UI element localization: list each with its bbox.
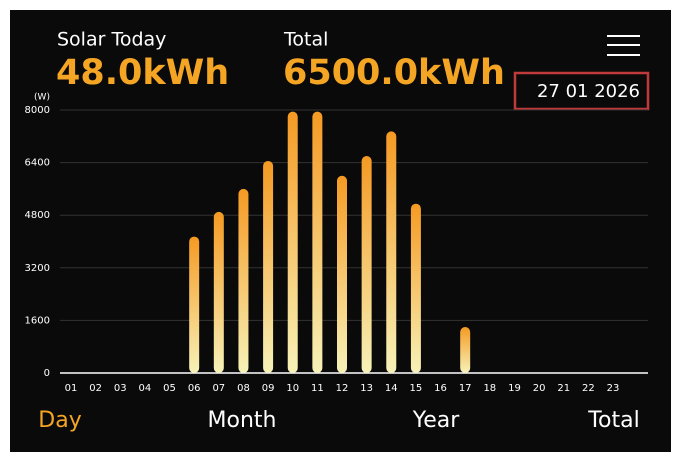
y-tick-label: 8000 [25, 105, 50, 116]
tab[interactable]: Total [587, 408, 639, 433]
bar [213, 211, 224, 373]
total-label: Total [283, 29, 328, 51]
solar-label: Solar Today [57, 29, 166, 51]
y-tick-label: 3200 [25, 263, 50, 274]
bar [386, 131, 397, 373]
bar [312, 111, 323, 374]
x-tick-label: 08 [237, 383, 250, 394]
x-tick-label: 07 [212, 383, 225, 394]
x-tick-label: 19 [508, 383, 521, 394]
x-tick-label: 05 [163, 383, 176, 394]
bar [263, 160, 274, 373]
tab[interactable]: Year [412, 408, 461, 433]
bar [337, 175, 347, 373]
x-tick-label: 20 [533, 383, 546, 394]
x-tick-label: 03 [114, 383, 127, 394]
x-tick-label: 10 [286, 383, 299, 394]
x-tick-label: 17 [459, 383, 472, 394]
x-tick-label: 14 [385, 383, 398, 394]
bar [287, 111, 298, 374]
total-value: 6500.0kWh [283, 53, 505, 93]
bar [460, 326, 471, 373]
x-tick-label: 12 [336, 383, 349, 394]
bar [238, 188, 249, 373]
x-tick-label: 23 [607, 383, 620, 394]
bar [410, 203, 421, 373]
x-tick-label: 21 [557, 383, 570, 394]
tab[interactable]: Month [208, 408, 277, 433]
solar-value: 48.0kWh [56, 53, 229, 93]
x-tick-label: 22 [582, 383, 595, 394]
x-tick-label: 01 [65, 383, 78, 394]
x-tick-label: 06 [188, 383, 201, 394]
menu-button[interactable] [607, 35, 640, 56]
y-tick-label: 0 [44, 368, 50, 379]
y-tick-label: 6400 [25, 158, 50, 169]
x-tick-label: 18 [483, 383, 496, 394]
x-tick-label: 04 [139, 383, 152, 394]
x-tick-label: 09 [262, 383, 275, 394]
x-tick-label: 11 [311, 383, 324, 394]
y-tick-label: 1600 [25, 315, 50, 326]
chart: 0 1600 3200 4800 6400 8000 01 02 03 04 05 06 07 08 09 1… [25, 105, 648, 394]
date[interactable]: 27 01 2026 [537, 81, 640, 102]
y-axis-label: (W) [34, 93, 50, 103]
x-tick-label: 15 [410, 383, 423, 394]
date-box[interactable] [513, 71, 650, 111]
bar [189, 236, 200, 373]
x-tick-label: 13 [360, 383, 373, 394]
tab[interactable]: Day [38, 408, 81, 433]
bar [361, 156, 372, 373]
y-tick-label: 4800 [25, 210, 50, 221]
x-tick-label: 16 [434, 383, 447, 394]
x-tick-label: 02 [89, 383, 102, 394]
